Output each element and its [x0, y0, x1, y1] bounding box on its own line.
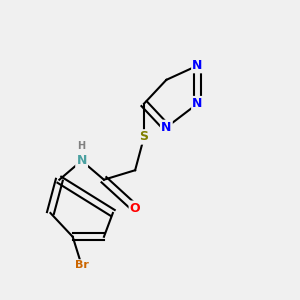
- Text: S: S: [140, 130, 148, 143]
- Text: N: N: [192, 59, 203, 72]
- Text: N: N: [161, 121, 172, 134]
- Text: H: H: [78, 141, 86, 152]
- Text: N: N: [192, 97, 203, 110]
- Text: N: N: [76, 154, 87, 167]
- Text: O: O: [130, 202, 140, 215]
- Text: Br: Br: [75, 260, 88, 270]
